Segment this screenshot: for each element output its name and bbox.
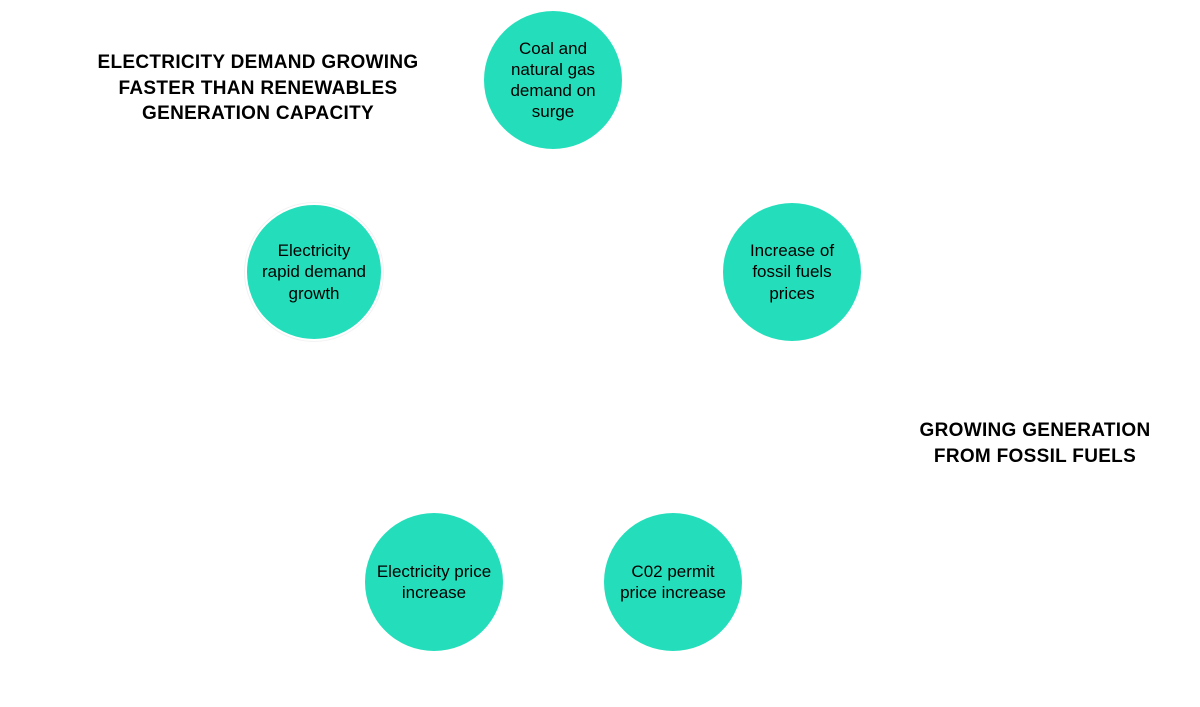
node-n_bot_right: C02 permit price increase bbox=[604, 513, 742, 651]
caption-cap_tl: ELECTRICITY DEMAND GROWING FASTER THAN R… bbox=[68, 50, 448, 127]
node-label: Electricity price increase bbox=[375, 561, 493, 604]
node-label: Electricity rapid demand growth bbox=[257, 240, 371, 304]
node-n_top: Coal and natural gas demand on surge bbox=[484, 11, 622, 149]
node-label: Coal and natural gas demand on surge bbox=[494, 38, 612, 123]
caption-text: ELECTRICITY DEMAND GROWING FASTER THAN R… bbox=[98, 52, 419, 124]
caption-text: GROWING GENERATION FROM FOSSIL FUELS bbox=[920, 420, 1151, 467]
node-n_left: Electricity rapid demand growth bbox=[245, 203, 383, 341]
caption-cap_br: GROWING GENERATION FROM FOSSIL FUELS bbox=[895, 418, 1175, 469]
node-n_right: Increase of fossil fuels prices bbox=[723, 203, 861, 341]
node-n_bot_left: Electricity price increase bbox=[365, 513, 503, 651]
node-label: Increase of fossil fuels prices bbox=[733, 240, 851, 304]
node-label: C02 permit price increase bbox=[614, 561, 732, 604]
